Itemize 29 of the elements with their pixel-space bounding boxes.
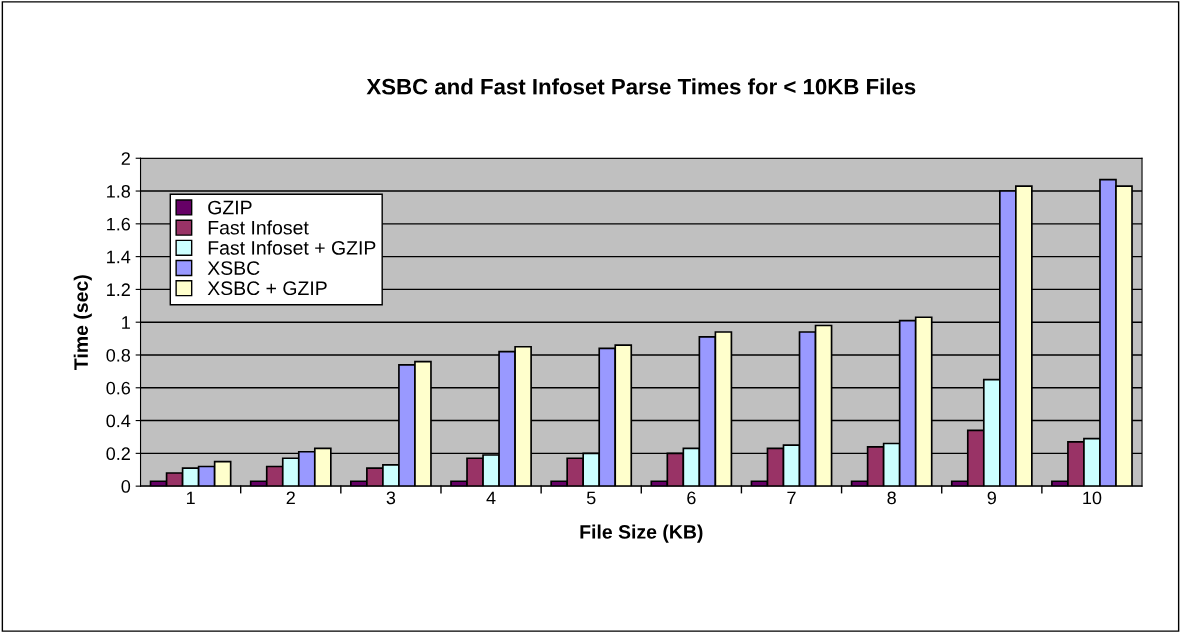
- legend-label: GZIP: [208, 200, 252, 215]
- y-tick-label: 2: [121, 152, 130, 165]
- x-tick-label: 7: [787, 491, 796, 505]
- x-tick-label: 10: [1083, 491, 1102, 505]
- x-tick-label: 4: [486, 491, 496, 505]
- y-axis-title: Time (sec): [73, 275, 92, 370]
- y-tick-label: 1.6: [107, 217, 131, 231]
- y-tick-label: 1: [122, 316, 130, 329]
- y-tick-label: 0: [121, 480, 131, 493]
- y-tick-label: 0.4: [106, 414, 131, 428]
- y-tick-label: 0.6: [106, 381, 131, 395]
- y-tick-label: 1.4: [107, 250, 131, 264]
- x-tick-label: 6: [687, 491, 696, 505]
- x-tick-label: 1: [186, 491, 195, 505]
- legend-label: Fast Infoset + GZIP: [208, 240, 376, 255]
- x-tick-label: 2: [286, 491, 295, 505]
- x-tick-label: 3: [386, 491, 396, 505]
- y-tick-label: 1.8: [107, 184, 131, 198]
- chart-title: XSBC and Fast Infoset Parse Times for < 10KB Files: [366, 78, 916, 95]
- legend-label: Fast Infoset: [208, 220, 309, 235]
- y-tick-label: 0.2: [106, 447, 130, 461]
- y-tick-label: 1.2: [107, 283, 130, 296]
- y-tick-label: 0.8: [106, 348, 131, 362]
- x-tick-label: 9: [987, 491, 996, 505]
- legend-label: XSBC: [207, 261, 260, 275]
- legend-label: XSBC + GZIP: [207, 281, 327, 296]
- x-tick-label: 5: [586, 491, 596, 505]
- x-axis-title: File Size (KB): [580, 524, 703, 543]
- x-tick-label: 8: [887, 491, 896, 505]
